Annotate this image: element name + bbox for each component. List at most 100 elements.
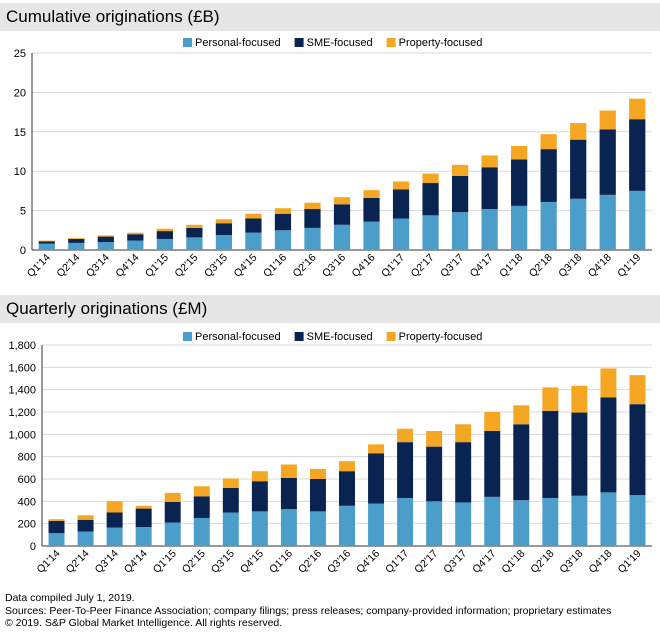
bar-personal: [156, 238, 173, 250]
x-tick-label: Q3'16: [325, 548, 353, 576]
bar-sme: [38, 241, 55, 244]
bar-sme: [451, 175, 469, 213]
bar-property: [422, 173, 439, 184]
y-tick-label: 10: [14, 166, 26, 178]
bar-sme: [245, 218, 262, 233]
bar-personal: [600, 492, 617, 546]
y-tick-label: 5: [20, 206, 26, 218]
legend-label-sme: SME-focused: [307, 331, 373, 343]
bar-sme: [135, 508, 152, 528]
legend-label-personal: Personal-focused: [195, 37, 281, 49]
bar-sme: [127, 234, 144, 241]
bar-sme: [368, 453, 385, 504]
bar-personal: [540, 201, 557, 250]
x-tick-label: Q4'15: [231, 252, 259, 280]
y-tick-label: 1,400: [8, 385, 36, 397]
x-tick-label: Q4'18: [586, 548, 614, 576]
bar-property: [333, 197, 351, 205]
bar-property: [245, 213, 262, 219]
bar-sme: [570, 139, 587, 199]
x-tick-label: Q2'16: [291, 252, 319, 280]
bar-personal: [68, 242, 85, 250]
bar-property: [38, 240, 55, 242]
bar-property: [426, 430, 443, 447]
bar-personal: [339, 505, 355, 546]
bar-property: [392, 181, 410, 190]
legend-label-personal: Personal-focused: [195, 331, 281, 343]
bar-property: [156, 228, 173, 232]
bar-personal: [392, 218, 410, 250]
x-tick-label: Q1'18: [497, 252, 525, 280]
bar-personal: [215, 235, 233, 250]
legend-label-property: Property-focused: [399, 331, 483, 343]
bar-personal: [245, 232, 262, 250]
x-tick-label: Q3'17: [441, 548, 469, 576]
bar-sme: [333, 204, 351, 225]
bar-sme: [77, 519, 94, 532]
footer-copyright: © 2019. S&P Global Market Intelligence. …: [5, 617, 283, 629]
bar-personal: [484, 496, 501, 546]
legend-swatch-personal: [183, 332, 192, 341]
bar-personal: [513, 500, 530, 546]
bar-sme: [304, 209, 321, 228]
legend-swatch-personal: [183, 38, 192, 47]
x-tick-label: Q2'18: [527, 252, 555, 280]
bar-personal: [511, 205, 528, 250]
bar-property: [193, 486, 210, 497]
x-tick-label: Q2'14: [54, 252, 82, 280]
bar-sme: [363, 197, 380, 222]
y-tick-label: 200: [18, 519, 36, 531]
bar-personal: [193, 518, 210, 546]
legend-swatch-sme: [294, 38, 304, 47]
x-tick-label: Q2'15: [180, 548, 208, 576]
bar-property: [629, 375, 646, 405]
bar-sme: [280, 477, 297, 510]
x-tick-label: Q1'18: [499, 548, 527, 576]
footer-notes: Data compiled July 1, 2019. Sources: Pee…: [5, 592, 655, 630]
x-tick-label: Q1'17: [379, 252, 407, 280]
x-tick-label: Q3'14: [84, 252, 112, 280]
x-tick-label: Q1'15: [151, 548, 179, 576]
x-tick-label: Q4'14: [122, 548, 150, 576]
bar-property: [135, 505, 152, 509]
bar-personal: [368, 503, 385, 546]
x-tick-label: Q2'14: [64, 548, 92, 576]
bar-personal: [164, 522, 181, 546]
x-tick-label: Q2'17: [412, 548, 440, 576]
bar-property: [222, 478, 239, 488]
bar-property: [274, 208, 292, 214]
bar-personal: [455, 502, 472, 546]
bar-personal: [422, 215, 439, 250]
x-tick-label: Q4'17: [468, 252, 496, 280]
y-tick-label: 0: [20, 245, 26, 257]
bar-personal: [127, 240, 144, 250]
footer-sources: Sources: Peer-To-Peer Finance Associatio…: [5, 604, 612, 617]
bar-personal: [135, 527, 152, 546]
x-tick-label: Q1'19: [615, 252, 643, 280]
bar-property: [48, 519, 65, 521]
y-tick-label: 1,000: [8, 429, 36, 441]
x-tick-label: Q1'14: [35, 548, 63, 576]
bar-property: [481, 155, 498, 168]
bar-personal: [77, 531, 94, 546]
x-tick-label: Q1'15: [143, 252, 171, 280]
bar-sme: [106, 512, 123, 528]
y-tick-label: 1,200: [8, 407, 36, 419]
footer-data-compiled: Data compiled July 1, 2019.: [5, 592, 135, 604]
bar-property: [629, 98, 646, 120]
bar-sme: [156, 231, 173, 239]
bar-property: [304, 202, 321, 210]
bar-sme: [222, 487, 239, 513]
x-tick-label: Q1'14: [25, 252, 53, 280]
x-tick-label: Q1'19: [616, 548, 644, 576]
bar-property: [600, 368, 617, 398]
bar-sme: [193, 496, 210, 519]
bar-sme: [164, 501, 181, 523]
bar-personal: [38, 243, 55, 250]
bar-personal: [97, 242, 114, 250]
quarterly-originations-chart: 0 200 400 600 800 1,000 1,200 1,400 1,600 1,800 Pe…: [8, 331, 652, 576]
bar-sme: [426, 446, 443, 502]
bar-sme: [484, 430, 501, 497]
x-tick-label: Q2'16: [296, 548, 324, 576]
x-tick-label: Q3'18: [557, 548, 585, 576]
